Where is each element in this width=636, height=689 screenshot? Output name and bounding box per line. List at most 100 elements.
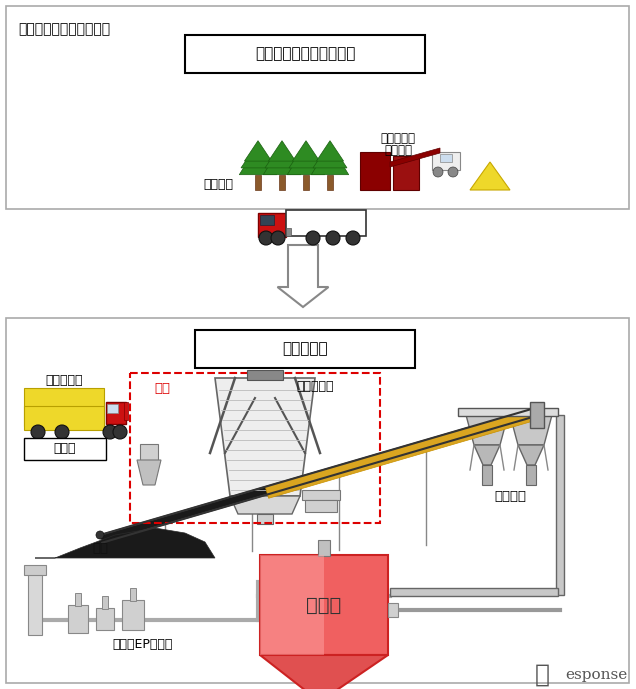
Bar bbox=[96, 608, 114, 630]
Text: 微粉炭機: 微粉炭機 bbox=[494, 489, 526, 502]
Bar bbox=[260, 555, 324, 655]
Bar bbox=[432, 152, 460, 170]
Polygon shape bbox=[215, 378, 315, 496]
Bar bbox=[75, 593, 81, 606]
Bar bbox=[24, 388, 104, 426]
Circle shape bbox=[271, 231, 285, 245]
Bar bbox=[482, 465, 492, 485]
Bar bbox=[279, 175, 286, 190]
Bar bbox=[195, 330, 415, 368]
Bar bbox=[258, 213, 286, 237]
Circle shape bbox=[326, 231, 340, 245]
Text: ℝ: ℝ bbox=[534, 663, 550, 687]
Text: 林地残材: 林地残材 bbox=[203, 178, 233, 192]
Bar bbox=[24, 565, 46, 575]
Polygon shape bbox=[241, 143, 275, 168]
Bar bbox=[124, 402, 128, 420]
Bar bbox=[6, 318, 629, 683]
Text: 新設: 新設 bbox=[154, 382, 170, 395]
Bar bbox=[360, 152, 390, 190]
Circle shape bbox=[306, 231, 320, 245]
Polygon shape bbox=[518, 445, 544, 465]
Bar bbox=[6, 6, 629, 209]
Bar bbox=[260, 215, 274, 225]
Bar bbox=[440, 154, 452, 162]
Bar bbox=[130, 588, 136, 601]
Bar bbox=[24, 406, 104, 430]
Text: 石炭: 石炭 bbox=[92, 542, 108, 555]
Circle shape bbox=[31, 425, 45, 439]
Polygon shape bbox=[474, 445, 500, 465]
Bar bbox=[286, 210, 366, 236]
Circle shape bbox=[448, 167, 458, 177]
Bar bbox=[24, 438, 106, 460]
Bar bbox=[390, 588, 558, 596]
Polygon shape bbox=[263, 144, 301, 175]
Bar bbox=[107, 404, 118, 413]
Bar bbox=[260, 555, 388, 655]
Bar bbox=[247, 370, 283, 380]
Polygon shape bbox=[230, 496, 300, 514]
Text: 脱硫・EP・脱硝: 脱硫・EP・脱硝 bbox=[113, 637, 173, 650]
Bar bbox=[388, 603, 398, 617]
Bar bbox=[130, 373, 380, 523]
Text: バイオマス: バイオマス bbox=[380, 132, 415, 145]
Circle shape bbox=[96, 531, 104, 539]
Polygon shape bbox=[313, 143, 347, 168]
Circle shape bbox=[433, 167, 443, 177]
Bar bbox=[28, 570, 42, 635]
Polygon shape bbox=[268, 141, 296, 161]
Bar bbox=[303, 175, 309, 190]
Bar bbox=[556, 415, 564, 595]
Bar bbox=[140, 444, 158, 460]
Text: 粉砕装置: 粉砕装置 bbox=[384, 143, 412, 156]
Polygon shape bbox=[260, 655, 388, 689]
Polygon shape bbox=[277, 245, 329, 307]
Text: 計量器: 計量器 bbox=[54, 442, 76, 455]
Polygon shape bbox=[390, 148, 440, 167]
Circle shape bbox=[113, 425, 127, 439]
Text: バイオマス: バイオマス bbox=[45, 375, 83, 387]
Bar bbox=[122, 600, 144, 630]
Polygon shape bbox=[510, 415, 552, 445]
Circle shape bbox=[346, 231, 360, 245]
Bar bbox=[530, 402, 544, 428]
Polygon shape bbox=[287, 144, 325, 175]
Polygon shape bbox=[466, 415, 508, 445]
Polygon shape bbox=[265, 143, 299, 168]
Polygon shape bbox=[100, 408, 537, 543]
Circle shape bbox=[55, 425, 69, 439]
Polygon shape bbox=[35, 528, 215, 558]
Polygon shape bbox=[316, 141, 343, 161]
Bar bbox=[526, 465, 536, 485]
Circle shape bbox=[103, 425, 117, 439]
Bar bbox=[185, 35, 425, 73]
Bar bbox=[286, 228, 291, 236]
Text: 貯蔵サイロ: 貯蔵サイロ bbox=[296, 380, 334, 393]
Polygon shape bbox=[239, 144, 277, 175]
Text: 【林地残材バイオマス】: 【林地残材バイオマス】 bbox=[18, 22, 110, 36]
Bar bbox=[302, 490, 340, 500]
Polygon shape bbox=[265, 408, 538, 498]
Text: ボイラ: ボイラ bbox=[307, 595, 342, 615]
Polygon shape bbox=[293, 141, 320, 161]
Bar bbox=[327, 175, 333, 190]
Circle shape bbox=[259, 231, 273, 245]
Bar bbox=[254, 175, 261, 190]
Bar bbox=[318, 540, 330, 556]
Polygon shape bbox=[289, 143, 323, 168]
Bar bbox=[68, 605, 88, 633]
Bar bbox=[458, 408, 558, 416]
Polygon shape bbox=[244, 141, 272, 161]
Bar bbox=[102, 596, 108, 609]
Bar bbox=[106, 402, 126, 424]
Bar bbox=[393, 156, 419, 190]
Bar bbox=[257, 514, 273, 524]
Text: esponse: esponse bbox=[565, 668, 627, 682]
Polygon shape bbox=[470, 162, 510, 190]
Polygon shape bbox=[137, 460, 161, 485]
Text: 島根県素材流通協同組合: 島根県素材流通協同組合 bbox=[255, 46, 355, 61]
Bar bbox=[305, 500, 337, 512]
Text: 三隅発電所: 三隅発電所 bbox=[282, 342, 328, 356]
Polygon shape bbox=[311, 144, 349, 175]
